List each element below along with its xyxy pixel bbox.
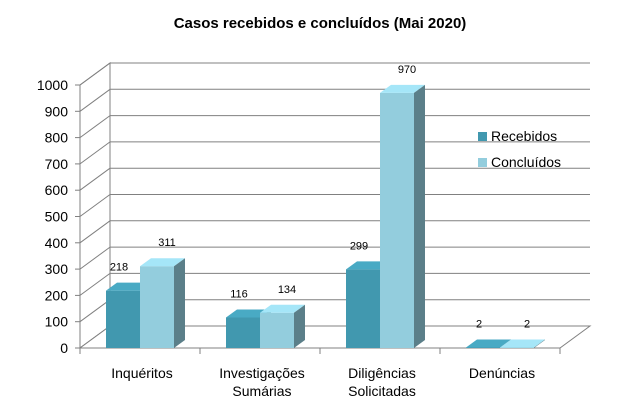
bar-top (346, 261, 391, 270)
bar (140, 258, 185, 348)
data-label: 299 (350, 240, 368, 252)
y-tick-label: 200 (45, 287, 69, 303)
data-label: 116 (230, 288, 248, 300)
data-labels: 218 311 116 134 299 970 2 2 (110, 64, 530, 331)
bar-side (294, 304, 305, 348)
y-tick-label: 700 (45, 156, 69, 172)
legend-swatch (478, 132, 487, 141)
bar-front (380, 92, 414, 348)
legend-label: Concluídos (491, 154, 561, 170)
gridline-side (79, 62, 111, 86)
data-label: 134 (278, 284, 296, 296)
y-tick-label: 500 (45, 209, 69, 225)
legend-label: Recebidos (491, 128, 557, 144)
y-tick-label: 0 (60, 340, 68, 356)
bar-top (140, 258, 185, 267)
x-category-label: Solicitadas (348, 383, 416, 399)
gridline-side (79, 272, 111, 296)
data-label: 970 (398, 64, 416, 76)
y-tick-label: 100 (45, 314, 69, 330)
bar-top (226, 309, 271, 318)
x-category-label: Denúncias (469, 365, 535, 381)
legend-swatch (478, 158, 487, 167)
bar-side (414, 84, 425, 348)
bar-front (500, 347, 534, 348)
bar-front (140, 266, 174, 348)
bar (380, 84, 425, 348)
bar-front (106, 290, 140, 348)
bar-front (260, 312, 294, 348)
bar-front (466, 347, 500, 348)
bar-top (380, 84, 425, 93)
data-label: 2 (524, 318, 530, 330)
gridline-side (79, 299, 111, 323)
chart-title: Casos recebidos e concluídos (Mai 2020) (174, 15, 467, 32)
x-category-label: Inquéritos (111, 365, 172, 381)
gridline-side (79, 167, 111, 191)
bar-top (500, 339, 545, 348)
bar-front (226, 317, 260, 348)
x-category-label: Investigações (219, 365, 305, 381)
y-tick-label: 600 (45, 182, 69, 198)
bar (260, 304, 305, 348)
x-category-label: Sumárias (232, 383, 291, 399)
x-category-label: Diligências (348, 365, 416, 381)
y-tick-label: 1000 (37, 77, 68, 93)
bar (500, 339, 545, 348)
gridline-side (79, 115, 111, 139)
gridline-side (79, 141, 111, 165)
bar-top (260, 304, 305, 313)
y-tick-label: 400 (45, 235, 69, 251)
y-axis-ticks: 0 100 200 300 400 500 600 700 800 900 1000 (37, 77, 81, 356)
gridline-side (79, 194, 111, 217)
bar-side (174, 258, 185, 348)
data-label: 2 (476, 318, 482, 330)
gridline-side (79, 88, 111, 112)
legend: Recebidos Concluídos (478, 128, 561, 170)
y-tick-label: 800 (45, 130, 69, 146)
bar-top (466, 339, 511, 348)
bar-side (534, 339, 545, 348)
bar-top (106, 282, 151, 291)
gridline-side (79, 246, 111, 270)
data-label: 311 (158, 237, 176, 249)
y-tick-label: 900 (45, 103, 69, 119)
bars (106, 84, 545, 348)
gridline-side (79, 220, 111, 244)
data-label: 218 (110, 262, 128, 274)
bar-front (346, 269, 380, 348)
y-tick-label: 300 (45, 261, 69, 277)
x-axis-labels: Inquéritos Investigações Sumárias Diligênci… (111, 365, 535, 399)
